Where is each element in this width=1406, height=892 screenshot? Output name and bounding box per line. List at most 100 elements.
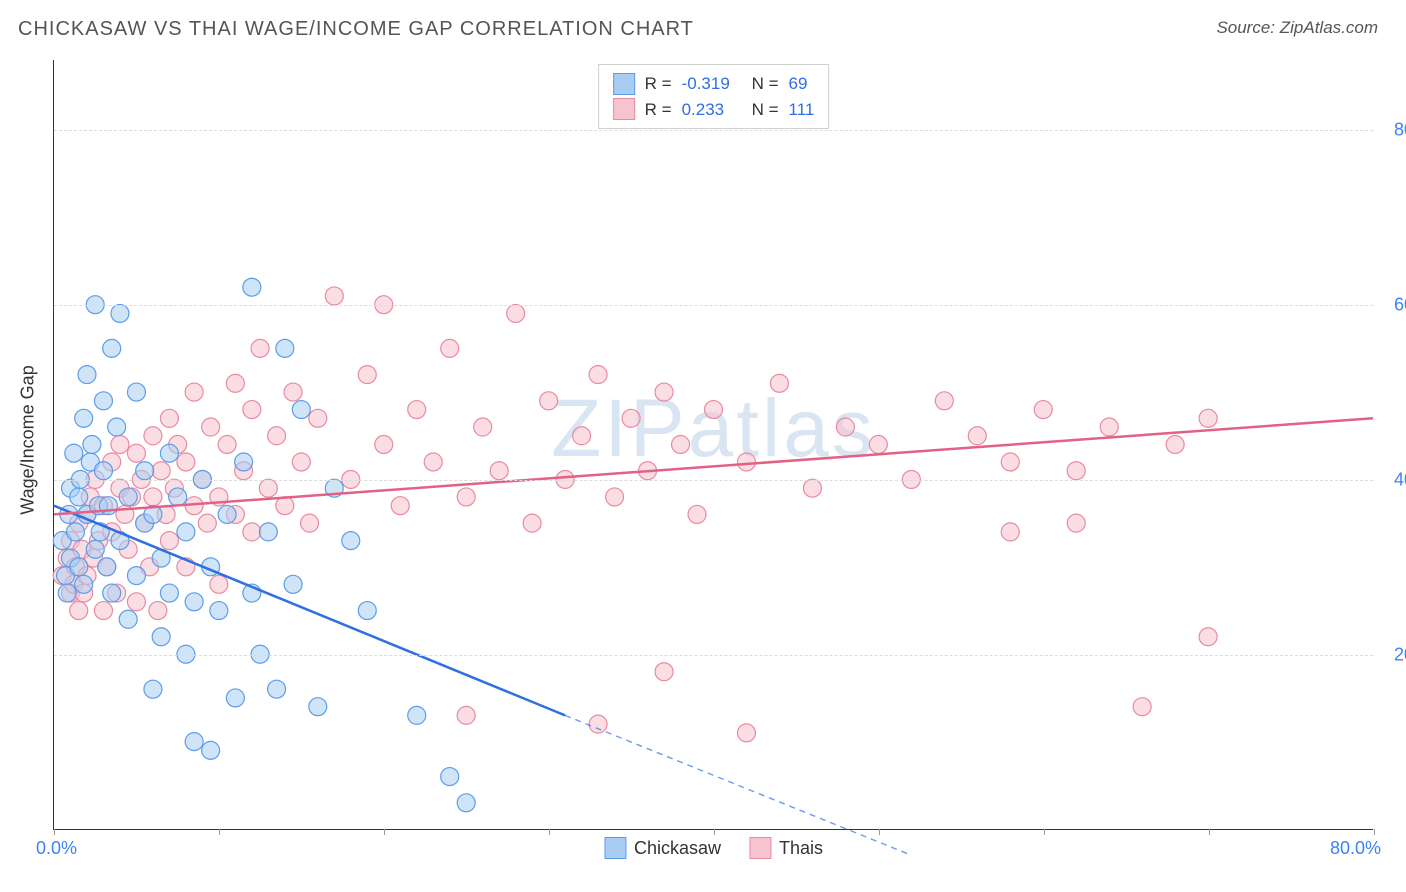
scatter-point xyxy=(490,462,508,480)
scatter-point xyxy=(836,418,854,436)
scatter-point xyxy=(540,392,558,410)
scatter-point xyxy=(75,575,93,593)
scatter-point xyxy=(177,523,195,541)
scatter-point xyxy=(622,409,640,427)
plot-area: ZIPatlas R = -0.319 N = 69 R = 0.233 N =… xyxy=(53,60,1373,830)
scatter-point xyxy=(226,689,244,707)
scatter-point xyxy=(160,584,178,602)
scatter-point xyxy=(144,427,162,445)
scatter-point xyxy=(86,540,104,558)
x-tick-mark xyxy=(1374,829,1375,835)
scatter-point xyxy=(268,680,286,698)
scatter-point xyxy=(424,453,442,471)
scatter-point xyxy=(655,383,673,401)
scatter-point xyxy=(655,663,673,681)
scatter-point xyxy=(1199,409,1217,427)
scatter-point xyxy=(391,497,409,515)
scatter-point xyxy=(169,488,187,506)
scatter-point xyxy=(78,366,96,384)
scatter-point xyxy=(185,593,203,611)
scatter-point xyxy=(243,278,261,296)
scatter-point xyxy=(149,602,167,620)
scatter-point xyxy=(1001,523,1019,541)
scatter-point xyxy=(111,304,129,322)
scatter-point xyxy=(968,427,986,445)
scatter-point xyxy=(523,514,541,532)
scatter-point xyxy=(276,339,294,357)
y-tick-label: 60.0% xyxy=(1380,295,1406,316)
scatter-point xyxy=(198,514,216,532)
legend-label-thais: Thais xyxy=(779,838,823,859)
scatter-point xyxy=(309,409,327,427)
scatter-point xyxy=(1199,628,1217,646)
gridline xyxy=(54,305,1373,306)
scatter-point xyxy=(408,401,426,419)
legend-swatch-thais xyxy=(749,837,771,859)
scatter-point xyxy=(185,383,203,401)
scatter-point xyxy=(573,427,591,445)
scatter-point xyxy=(185,733,203,751)
stats-legend: R = -0.319 N = 69 R = 0.233 N = 111 xyxy=(598,64,830,129)
scatter-point xyxy=(103,339,121,357)
scatter-point xyxy=(309,698,327,716)
scatter-point xyxy=(358,366,376,384)
scatter-point xyxy=(408,706,426,724)
scatter-point xyxy=(325,287,343,305)
x-tick-right: 80.0% xyxy=(1330,838,1381,859)
r-value-1: -0.319 xyxy=(682,71,742,97)
y-tick-label: 20.0% xyxy=(1380,645,1406,666)
scatter-point xyxy=(152,628,170,646)
scatter-point xyxy=(292,401,310,419)
scatter-point xyxy=(1067,514,1085,532)
scatter-point xyxy=(70,558,88,576)
scatter-point xyxy=(1133,698,1151,716)
x-tick-mark xyxy=(384,829,385,835)
scatter-point xyxy=(160,444,178,462)
scatter-point xyxy=(803,479,821,497)
scatter-point xyxy=(457,794,475,812)
legend-swatch-chickasaw xyxy=(604,837,626,859)
scatter-point xyxy=(94,462,112,480)
scatter-point xyxy=(127,593,145,611)
legend-item-chickasaw: Chickasaw xyxy=(604,837,721,859)
scatter-point xyxy=(259,523,277,541)
scatter-point xyxy=(202,741,220,759)
scatter-point xyxy=(292,453,310,471)
scatter-point xyxy=(1034,401,1052,419)
scatter-point xyxy=(358,602,376,620)
scatter-point xyxy=(94,602,112,620)
legend-label-chickasaw: Chickasaw xyxy=(634,838,721,859)
x-tick-mark xyxy=(219,829,220,835)
n-label: N = xyxy=(752,97,779,123)
scatter-point xyxy=(218,505,236,523)
scatter-point xyxy=(108,418,126,436)
legend-item-thais: Thais xyxy=(749,837,823,859)
stats-row-2: R = 0.233 N = 111 xyxy=(613,97,815,123)
x-tick-mark xyxy=(714,829,715,835)
scatter-point xyxy=(65,444,83,462)
scatter-point xyxy=(226,374,244,392)
source-attribution: Source: ZipAtlas.com xyxy=(1216,18,1378,38)
scatter-point xyxy=(58,584,76,602)
x-tick-mark xyxy=(879,829,880,835)
scatter-point xyxy=(457,488,475,506)
r-value-2: 0.233 xyxy=(682,97,742,123)
scatter-point xyxy=(243,523,261,541)
scatter-point xyxy=(119,488,137,506)
scatter-point xyxy=(144,488,162,506)
scatter-point xyxy=(66,523,84,541)
scatter-point xyxy=(202,418,220,436)
swatch-thais xyxy=(613,98,635,120)
x-tick-left: 0.0% xyxy=(36,838,77,859)
gridline xyxy=(54,480,1373,481)
scatter-point xyxy=(606,488,624,506)
y-tick-label: 80.0% xyxy=(1380,120,1406,141)
scatter-point xyxy=(589,366,607,384)
scatter-point xyxy=(672,436,690,454)
scatter-point xyxy=(342,532,360,550)
x-tick-mark xyxy=(1209,829,1210,835)
scatter-point xyxy=(127,567,145,585)
x-tick-mark xyxy=(549,829,550,835)
y-axis-label: Wage/Income Gap xyxy=(18,365,39,514)
scatter-point xyxy=(1100,418,1118,436)
